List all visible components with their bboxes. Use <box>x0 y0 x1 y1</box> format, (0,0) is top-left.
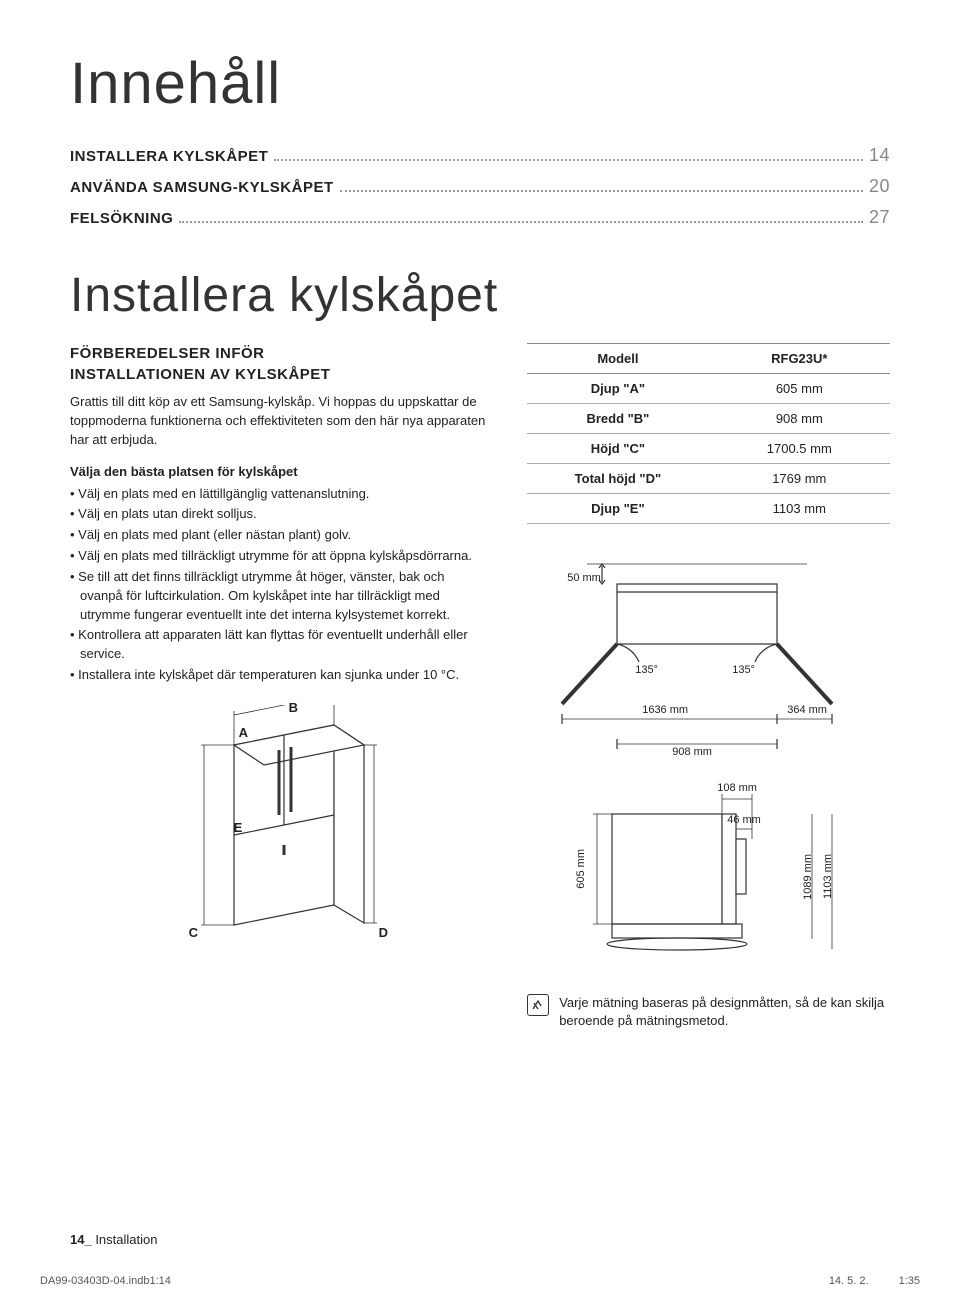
list-item: Välj en plats med en lättillgänglig vatt… <box>70 485 487 504</box>
toc-row: INSTALLERA KYLSKÅPET 14 <box>70 145 890 166</box>
dim-letter-c: C <box>189 925 198 940</box>
note-text: Varje mätning baseras på designmåtten, s… <box>559 994 890 1030</box>
list-item: Välj en plats med plant (eller nästan pl… <box>70 526 487 545</box>
dim-h2: 1103 mm <box>822 854 834 899</box>
spec-header-l: Modell <box>527 344 708 374</box>
spec-label: Bredd "B" <box>527 404 708 434</box>
toc-page: 27 <box>869 207 890 228</box>
toc-label: INSTALLERA KYLSKÅPET <box>70 148 268 165</box>
list-item: Installera inte kylskåpet där temperatur… <box>70 666 487 685</box>
side-view-diagram: 605 mm 108 mm 46 mm 1089 mm 1103 mm <box>527 784 867 964</box>
list-item: Välj en plats utan direkt solljus. <box>70 505 487 524</box>
dim-handle2: 46 mm <box>727 814 761 826</box>
toc-row: ANVÄNDA SAMSUNG-KYLSKÅPET 20 <box>70 176 890 197</box>
heading-line: INSTALLATIONEN AV KYLSKÅPET <box>70 366 330 383</box>
spec-table: Modell RFG23U* Djup "A"605 mm Bredd "B"9… <box>527 343 890 524</box>
dim-open-width: 1636 mm <box>642 704 688 716</box>
dim-h1: 1089 mm <box>802 854 814 900</box>
toc-label: ANVÄNDA SAMSUNG-KYLSKÅPET <box>70 179 334 196</box>
table-row: Djup "A"605 mm <box>527 374 890 404</box>
toc-page: 20 <box>869 176 890 197</box>
print-file: DA99-03403D-04.indb <box>40 1275 149 1287</box>
toc-label: FELSÖKNING <box>70 210 173 227</box>
dim-depth: 605 mm <box>575 849 587 889</box>
toc-dots <box>179 221 863 223</box>
print-metadata: DA99-03403D-04.indb 1:14 14. 5. 2. 1:35 <box>40 1275 920 1287</box>
toc-page: 14 <box>869 145 890 166</box>
table-row: Total höjd "D"1769 mm <box>527 464 890 494</box>
toc-dots <box>340 190 863 192</box>
fridge-svg <box>179 705 379 965</box>
list-item: Välj en plats med tillräckligt utrymme f… <box>70 547 487 566</box>
note: Varje mätning baseras på designmåtten, s… <box>527 994 890 1030</box>
table-row: Bredd "B"908 mm <box>527 404 890 434</box>
subsection-heading: Välja den bästa platsen för kylskåpet <box>70 464 487 479</box>
note-icon <box>527 994 549 1016</box>
heading-line: FÖRBEREDELSER INFÖR <box>70 345 265 362</box>
right-column: Modell RFG23U* Djup "A"605 mm Bredd "B"9… <box>527 343 890 1030</box>
top-view-diagram: 50 mm 135° 135° 1636 mm 364 mm 908 mm <box>527 544 867 774</box>
table-row: Höjd "C"1700.5 mm <box>527 434 890 464</box>
toc-row: FELSÖKNING 27 <box>70 207 890 228</box>
spec-label: Höjd "C" <box>527 434 708 464</box>
spec-value: 908 mm <box>709 404 890 434</box>
list-item: Kontrollera att apparaten lätt kan flytt… <box>70 626 487 664</box>
dim-angle-l: 135° <box>635 664 658 676</box>
intro-paragraph: Grattis till ditt köp av ett Samsung-kyl… <box>70 393 487 450</box>
print-time: 1:35 <box>899 1275 920 1287</box>
spec-value: 1700.5 mm <box>709 434 890 464</box>
dim-width: 908 mm <box>672 746 712 758</box>
footer-section: Installation <box>92 1232 158 1247</box>
spec-label: Djup "E" <box>527 494 708 524</box>
dim-angle-r: 135° <box>732 664 755 676</box>
print-page: 1:14 <box>149 1275 170 1287</box>
bullet-list: Välj en plats med en lättillgänglig vatt… <box>70 485 487 685</box>
footer-page-num: 14_ <box>70 1232 92 1247</box>
dim-letter-e: E <box>234 820 243 835</box>
dim-letter-a: A <box>239 725 248 740</box>
dim-handle: 108 mm <box>717 782 757 794</box>
spec-value: 1103 mm <box>709 494 890 524</box>
dim-letter-d: D <box>379 925 388 940</box>
toc: INSTALLERA KYLSKÅPET 14 ANVÄNDA SAMSUNG-… <box>70 145 890 228</box>
section-heading: FÖRBEREDELSER INFÖR INSTALLATIONEN AV KY… <box>70 343 487 385</box>
print-date: 14. 5. 2. <box>829 1275 869 1287</box>
fridge-dimension-diagram: A B C D E <box>179 705 379 965</box>
spec-header-r: RFG23U* <box>709 344 890 374</box>
page-title-install: Installera kylskåpet <box>70 268 890 323</box>
list-item: Se till att det finns tillräckligt utrym… <box>70 568 487 625</box>
spec-label: Djup "A" <box>527 374 708 404</box>
spec-value: 605 mm <box>709 374 890 404</box>
table-row: Djup "E"1103 mm <box>527 494 890 524</box>
page-footer: 14_ Installation <box>70 1232 157 1247</box>
toc-dots <box>274 159 863 161</box>
left-column: FÖRBEREDELSER INFÖR INSTALLATIONEN AV KY… <box>70 343 487 1030</box>
table-row: Modell RFG23U* <box>527 344 890 374</box>
dim-door-swing: 364 mm <box>787 704 827 716</box>
spec-label: Total höjd "D" <box>527 464 708 494</box>
dim-gap: 50 mm <box>567 572 601 584</box>
spec-value: 1769 mm <box>709 464 890 494</box>
dim-letter-b: B <box>289 700 298 715</box>
page-title-contents: Innehåll <box>70 50 890 117</box>
